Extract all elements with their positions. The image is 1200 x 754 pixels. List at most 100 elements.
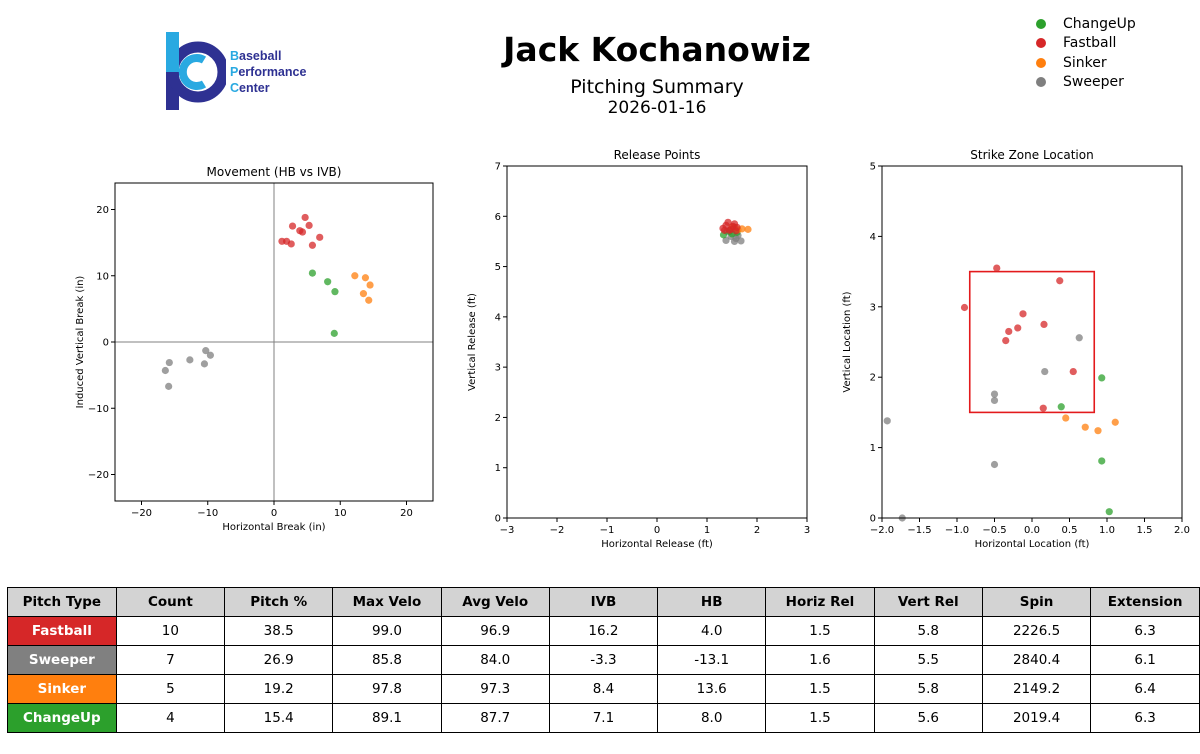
point-changeup: [308, 269, 317, 277]
x-tick-label: −0.5: [982, 525, 1006, 536]
point-changeup: [1098, 457, 1106, 465]
table-cell: 6.1: [1090, 645, 1200, 675]
table-cell: 4.0: [657, 616, 767, 646]
table-cell: 1.5: [765, 616, 875, 646]
table-cell: 85.8: [332, 645, 442, 675]
table-cell: 5.8: [873, 674, 983, 704]
col-header: HB: [657, 587, 767, 617]
legend-label: Sweeper: [1063, 74, 1124, 91]
y-tick-label: 0: [495, 514, 501, 525]
table-cell: 26.9: [224, 645, 334, 675]
table-cell: 2019.4: [981, 703, 1092, 733]
table-row: ChangeUp 4 15.4 89.1 87.7 7.1 8.0 1.5 5.6 2019.4 6…: [7, 703, 1200, 733]
pitch-type-cell: Fastball: [7, 616, 117, 646]
point-changeup: [1105, 508, 1113, 516]
release-frame: [506, 165, 808, 519]
pitch-summary-table: Pitch Type Count Pitch % Max Velo Avg Ve…: [7, 587, 1200, 733]
x-tick-label: 1.5: [1137, 525, 1153, 536]
table-cell: 5: [115, 674, 226, 704]
movement-plot: Movement (HB vs IVB) −20 −10 0 10 20 −20 −10 0 10…: [75, 165, 434, 533]
point-fastball: [308, 241, 317, 249]
x-tick-label: −10: [197, 508, 218, 519]
strikezone-title: Strike Zone Location: [970, 148, 1093, 162]
report-date: 2026-01-16: [607, 98, 707, 118]
point-changeup: [330, 329, 338, 337]
point-sweeper: [990, 396, 999, 405]
point-changeup: [1057, 403, 1065, 411]
x-axis-label: Horizontal Break (in): [222, 522, 325, 533]
table-row: Sweeper 7 26.9 85.8 84.0 -3.3 -13.1 1.6 5.5 2840.…: [7, 645, 1200, 675]
col-header: Vert Rel: [873, 587, 983, 617]
point-fastball: [316, 233, 324, 241]
point-sweeper: [737, 237, 745, 245]
point-fastball: [305, 221, 313, 229]
point-fastball: [960, 303, 969, 312]
table-cell: 5.6: [873, 703, 983, 733]
table-cell: 5.5: [873, 645, 983, 675]
table-cell: 15.4: [224, 703, 334, 733]
point-sweeper: [206, 351, 214, 359]
y-tick-label: −20: [88, 470, 109, 481]
table-cell: 87.7: [440, 703, 550, 733]
point-sinker: [365, 296, 373, 304]
table-cell: -13.1: [657, 645, 767, 675]
x-tick-label: 3: [804, 525, 810, 536]
point-sinker: [359, 290, 368, 298]
table-cell: 6.4: [1090, 674, 1200, 704]
x-tick-label: −3: [500, 525, 515, 536]
logo-mark-icon: [166, 32, 229, 110]
point-fastball: [287, 240, 295, 248]
point-sweeper: [883, 417, 891, 425]
point-sinker: [1081, 423, 1089, 431]
x-tick-label: −2: [550, 525, 565, 536]
point-fastball: [1056, 277, 1064, 285]
y-axis-label: Induced Vertical Break (in): [75, 276, 86, 409]
table-cell: 5.8: [873, 616, 983, 646]
col-header: Pitch %: [224, 587, 334, 617]
x-tick-label: 0.0: [1024, 525, 1040, 536]
point-sinker: [361, 274, 370, 282]
x-tick-label: 0: [654, 525, 660, 536]
table-cell: 1.6: [765, 645, 875, 675]
point-sinker: [744, 225, 752, 233]
release-plot: Release Points −3 −2 −1 0 1 2 3 0 1 2 3 4 5 6 7 Horizont…: [467, 148, 810, 550]
table-cell: 89.1: [332, 703, 442, 733]
y-tick-label: 2: [870, 373, 876, 384]
point-sweeper: [200, 360, 209, 368]
x-tick-label: −1.0: [945, 525, 969, 536]
point-fastball: [301, 213, 309, 222]
pitch-legend: ChangeUp Fastball Sinker Sweeper: [1030, 14, 1136, 92]
x-tick-label: −1: [600, 525, 615, 536]
point-sweeper: [165, 382, 173, 390]
x-tick-label: 10: [334, 508, 347, 519]
x-axis-label: Horizontal Release (ft): [601, 539, 713, 550]
col-header: Max Velo: [332, 587, 442, 617]
y-tick-label: 6: [495, 212, 501, 223]
point-fastball: [732, 227, 740, 235]
point-sweeper: [165, 358, 173, 367]
legend-marker: [1036, 18, 1046, 29]
x-tick-label: −2.0: [870, 525, 894, 536]
legend-marker: [1036, 77, 1046, 88]
table-row: Fastball 10 38.5 99.0 96.9 16.2 4.0 1.5 5.8 2226.…: [7, 616, 1200, 646]
y-axis-label: Vertical Release (ft): [467, 293, 478, 391]
logo-wordmark: Baseball Performance Center: [230, 49, 307, 95]
point-fastball: [1039, 404, 1047, 412]
table-cell: 97.8: [332, 674, 442, 704]
legend-label: ChangeUp: [1063, 15, 1136, 32]
x-tick-label: 0.5: [1062, 525, 1078, 536]
legend-marker: [1036, 38, 1046, 49]
point-sinker: [1111, 418, 1119, 426]
pitch-type-cell: Sinker: [7, 674, 117, 704]
y-tick-label: 5: [495, 262, 501, 273]
movement-title: Movement (HB vs IVB): [207, 165, 342, 179]
table-cell: 6.3: [1090, 616, 1200, 646]
x-tick-label: 1.0: [1099, 525, 1115, 536]
y-tick-label: 1: [495, 463, 501, 474]
table-cell: 1.5: [765, 703, 875, 733]
point-sweeper: [990, 390, 999, 398]
point-fastball: [1005, 327, 1013, 336]
table-cell: -3.3: [548, 645, 659, 675]
table-cell: 2149.2: [981, 674, 1092, 704]
y-tick-label: 7: [495, 162, 501, 173]
